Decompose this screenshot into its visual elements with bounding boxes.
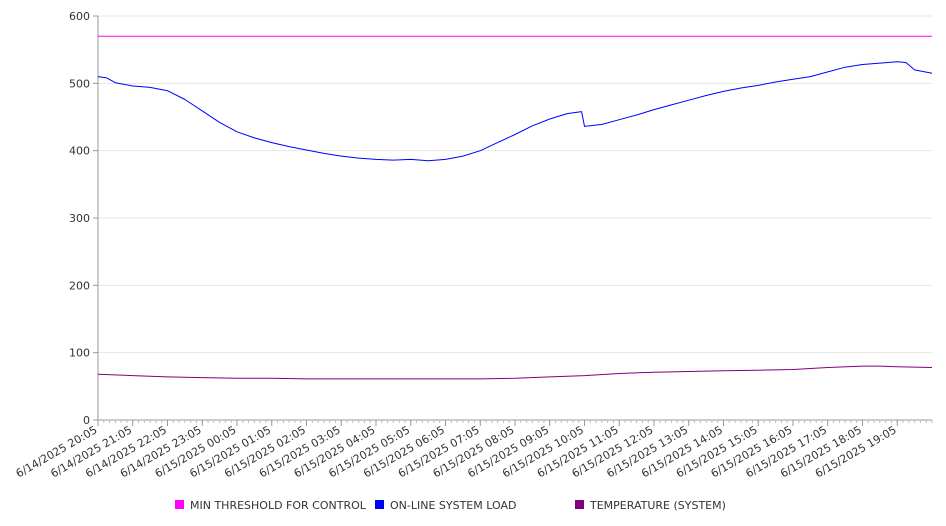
legend-swatch	[375, 500, 384, 509]
y-tick-label: 400	[69, 145, 90, 158]
legend: MIN THRESHOLD FOR CONTROL ON-LINE SYSTEM …	[175, 499, 726, 512]
y-tick-label: 100	[69, 347, 90, 360]
legend-swatch	[175, 500, 184, 509]
legend-swatch	[575, 500, 584, 509]
grid-lines	[98, 15, 932, 354]
series-line-3	[97, 365, 933, 380]
y-tick-label: 200	[69, 279, 90, 292]
y-tick-label: 500	[69, 77, 90, 90]
legend-label: MIN THRESHOLD FOR CONTROL	[190, 499, 367, 512]
x-axis-tick-labels: 6/14/2025 20:056/14/2025 21:056/14/2025 …	[14, 420, 899, 480]
legend-label: ON-LINE SYSTEM LOAD	[390, 499, 516, 512]
series-lines	[97, 35, 933, 380]
y-tick-label: 0	[83, 414, 90, 427]
y-axis-tick-labels: 0 100 200 300 400 500 600	[69, 10, 98, 427]
legend-label: TEMPERATURE (SYSTEM)	[589, 499, 726, 512]
y-tick-label: 300	[69, 212, 90, 225]
series-line-2	[97, 61, 933, 162]
y-tick-label: 600	[69, 10, 90, 23]
